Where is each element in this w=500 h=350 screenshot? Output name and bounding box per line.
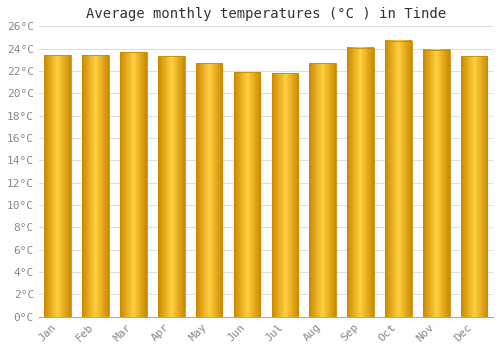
Bar xyxy=(44,55,71,317)
Bar xyxy=(120,52,146,317)
Bar xyxy=(158,56,184,317)
Bar xyxy=(348,48,374,317)
Bar xyxy=(385,41,411,317)
Bar xyxy=(196,63,222,317)
Bar xyxy=(82,55,109,317)
Bar xyxy=(310,63,336,317)
Title: Average monthly temperatures (°C ) in Tinde: Average monthly temperatures (°C ) in Ti… xyxy=(86,7,446,21)
Bar xyxy=(234,72,260,317)
Bar xyxy=(272,73,298,317)
Bar xyxy=(461,56,487,317)
Bar xyxy=(423,50,450,317)
